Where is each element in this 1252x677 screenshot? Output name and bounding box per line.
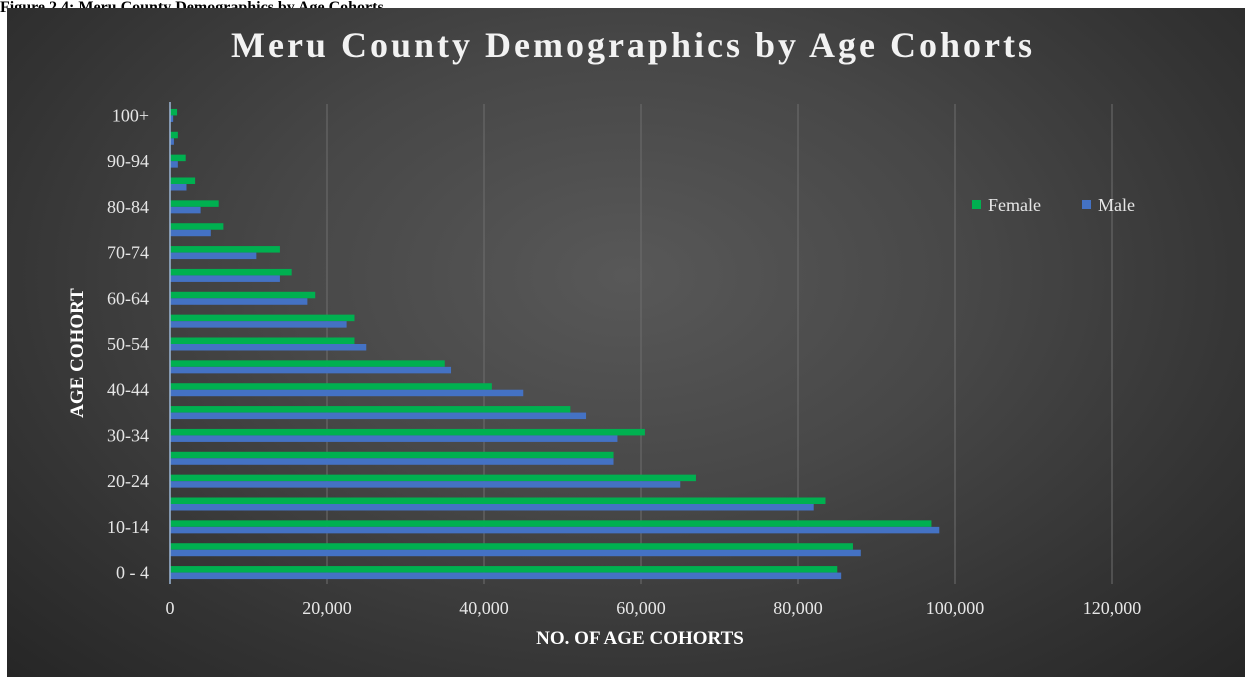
- gridlines: [326, 104, 1113, 584]
- bar-male: [170, 549, 861, 557]
- bar-male: [170, 206, 201, 214]
- bar-male: [170, 161, 178, 168]
- x-tick-label: 0: [166, 598, 175, 618]
- bar-female: [170, 200, 219, 207]
- legend-label-female: Female: [988, 195, 1041, 215]
- bar-female: [170, 566, 838, 573]
- bar-male: [170, 115, 174, 122]
- bar-male: [170, 481, 681, 488]
- legend-label-male: Male: [1098, 195, 1135, 215]
- y-axis-title: AGE COHORT: [67, 288, 88, 418]
- x-axis-title: NO. OF AGE COHORTS: [536, 628, 744, 649]
- bar-female: [170, 337, 355, 344]
- bar-female: [170, 428, 645, 436]
- x-axis-ticks: 0 20,000 40,000 60,000 80,000 100,000 120,000: [166, 598, 1142, 618]
- y-axis-ticks: 0 - 4 10-14 20-24 30-34 40-44 50-54 60-64 70-74…: [107, 105, 149, 582]
- y-tick-label: 10-14: [107, 517, 149, 537]
- bar-male: [170, 572, 842, 580]
- bar-male: [170, 458, 614, 465]
- bar-female: [170, 474, 696, 482]
- bar-male: [170, 344, 367, 351]
- bar-female: [170, 406, 571, 413]
- y-tick-label: 80-84: [107, 197, 149, 217]
- y-tick-label: 50-54: [107, 334, 149, 354]
- legend: Female Male: [972, 195, 1135, 215]
- bar-male: [170, 389, 524, 397]
- y-tick-label: 100+: [112, 105, 149, 125]
- bar-female: [170, 520, 932, 527]
- bar-female: [170, 291, 316, 299]
- x-tick-label: 80,000: [773, 598, 823, 618]
- legend-swatch-female: [972, 200, 981, 209]
- bars: [170, 108, 940, 580]
- bar-female: [170, 246, 280, 253]
- x-tick-label: 40,000: [459, 598, 509, 618]
- bar-female: [170, 314, 355, 322]
- y-tick-label: 60-64: [107, 288, 149, 308]
- x-tick-label: 60,000: [616, 598, 666, 618]
- bar-male: [170, 412, 587, 420]
- bar-female: [170, 543, 853, 550]
- bar-female: [170, 360, 445, 367]
- chart-area: Meru County Demographics by Age Cohorts …: [7, 8, 1245, 677]
- y-tick-label: 70-74: [107, 243, 149, 263]
- bar-male: [170, 366, 452, 374]
- bar-male: [170, 504, 814, 511]
- bar-male: [170, 435, 618, 442]
- y-tick-label: 20-24: [107, 471, 149, 491]
- bar-male: [170, 184, 187, 191]
- bar-female: [170, 223, 224, 230]
- bar-male: [170, 229, 211, 237]
- bar-female: [170, 154, 186, 162]
- x-tick-label: 20,000: [302, 598, 352, 618]
- bar-male: [170, 138, 174, 145]
- bar-female: [170, 497, 826, 504]
- bar-male: [170, 252, 257, 260]
- bar-female: [170, 451, 614, 459]
- bar-female: [170, 108, 178, 116]
- bar-male: [170, 321, 347, 328]
- bar-male: [170, 526, 940, 534]
- bar-chart: Meru County Demographics by Age Cohorts …: [67, 25, 1142, 649]
- bar-male: [170, 275, 280, 282]
- y-tick-label: 40-44: [107, 380, 149, 400]
- legend-swatch-male: [1082, 200, 1091, 209]
- bar-female: [170, 383, 492, 390]
- y-tick-label: 0 - 4: [116, 563, 149, 583]
- chart-title: Meru County Demographics by Age Cohorts: [231, 25, 1035, 65]
- x-tick-label: 120,000: [1083, 598, 1142, 618]
- y-tick-label: 30-34: [107, 425, 149, 445]
- bar-male: [170, 298, 308, 305]
- x-tick-label: 100,000: [926, 598, 985, 618]
- bar-female: [170, 177, 196, 184]
- bar-female: [170, 131, 178, 139]
- y-tick-label: 90-94: [107, 151, 149, 171]
- bar-female: [170, 268, 292, 276]
